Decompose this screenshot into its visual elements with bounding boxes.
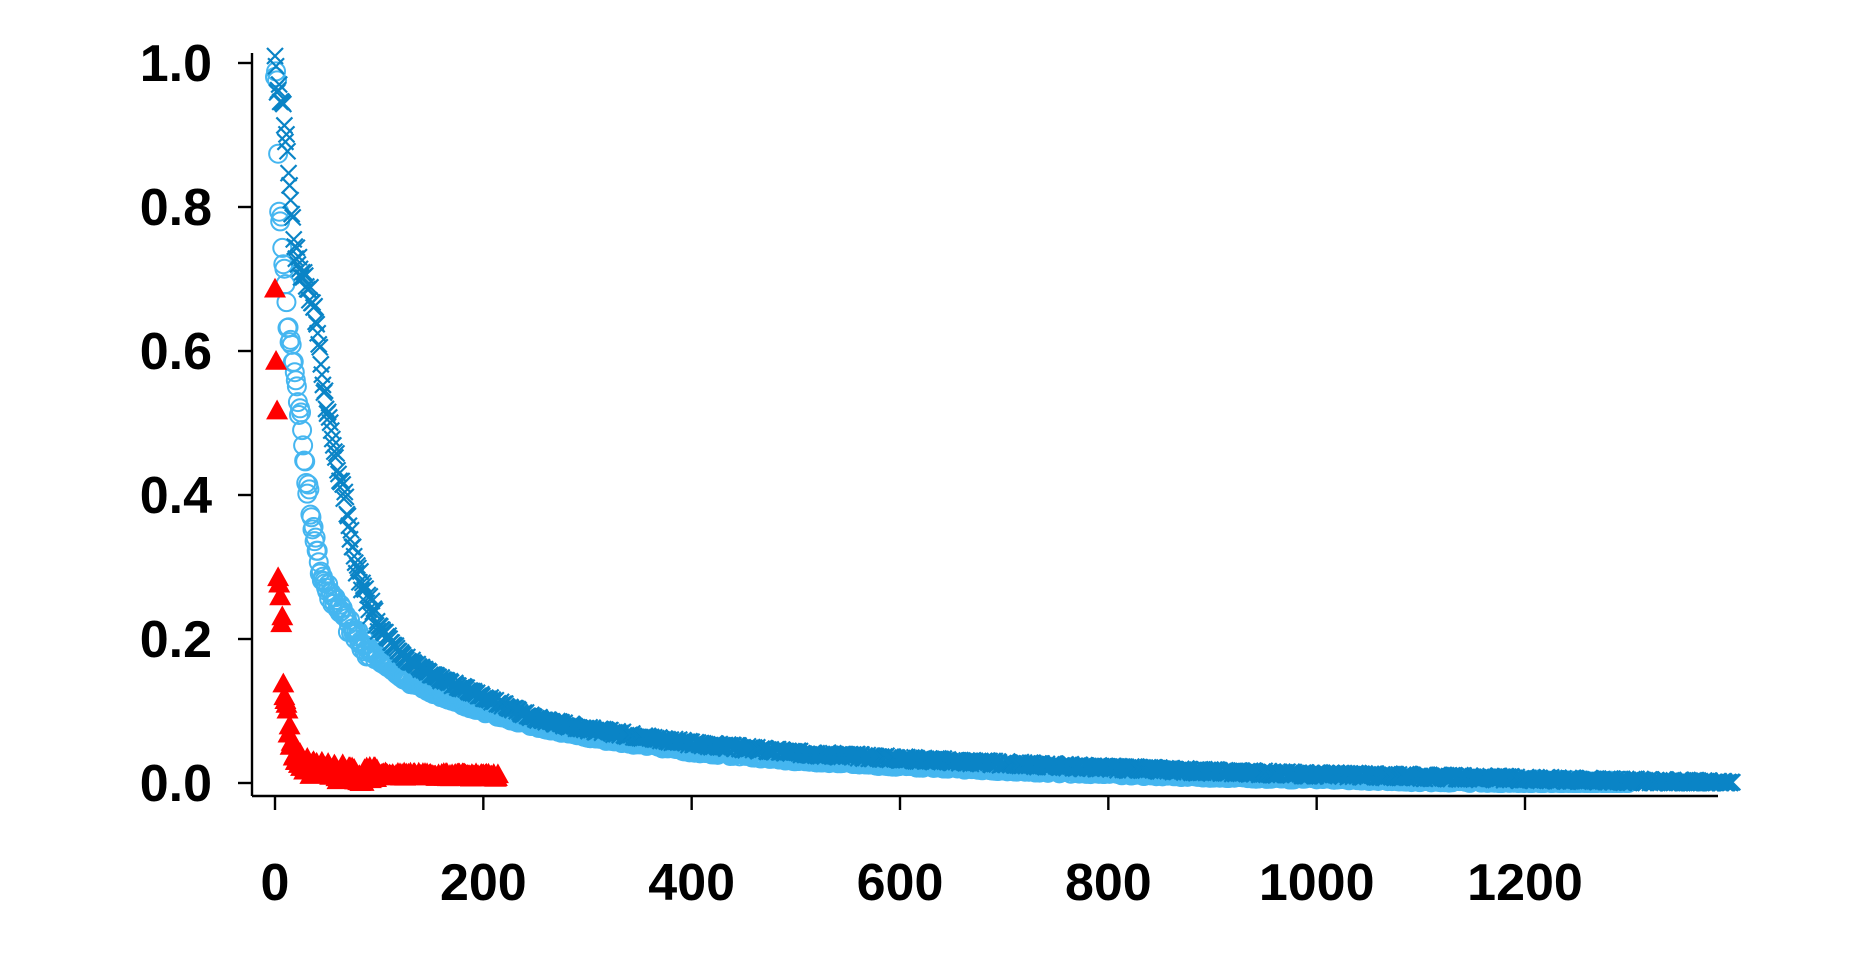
axes-layer	[250, 53, 1718, 798]
data-point	[301, 507, 322, 528]
data-point	[314, 376, 332, 394]
data-point	[269, 585, 292, 606]
data-point	[284, 362, 305, 383]
series-triangle	[264, 277, 509, 792]
data-point	[276, 698, 299, 719]
data-point	[266, 399, 289, 420]
data-point	[321, 413, 339, 432]
data-point	[327, 444, 346, 463]
x-tick-label: 1000	[1259, 854, 1375, 912]
data-point	[272, 672, 295, 693]
data-point	[337, 488, 355, 506]
data-point	[295, 451, 316, 472]
data-point	[274, 95, 293, 113]
x-tick-label: 1200	[1467, 854, 1583, 912]
data-point	[307, 540, 328, 561]
data-point	[345, 547, 363, 566]
data-point	[272, 237, 293, 258]
data-point	[270, 75, 288, 94]
series-cross	[266, 47, 1742, 792]
x-tick-label: 400	[648, 854, 735, 912]
x-tick-label: 0	[261, 854, 290, 912]
data-point	[340, 516, 358, 535]
data-point	[305, 527, 326, 548]
data-point	[286, 376, 307, 397]
data-point	[486, 763, 509, 784]
x-tick-label: 600	[857, 854, 944, 912]
y-tick-label: 0.2	[140, 611, 212, 669]
data-point	[278, 714, 301, 735]
data-point	[278, 142, 297, 161]
y-tick-label: 0.0	[140, 755, 212, 813]
y-tick-label: 1.0	[140, 35, 212, 93]
data-point	[342, 521, 360, 540]
data-point	[316, 381, 334, 400]
x-tick-label: 200	[440, 854, 527, 912]
data-point	[301, 278, 320, 297]
data-point	[281, 191, 300, 209]
data-point	[330, 594, 351, 615]
data-point	[336, 483, 354, 501]
data-point	[285, 370, 306, 391]
series-layer	[264, 47, 1742, 793]
data-point	[295, 263, 313, 282]
data-point	[361, 587, 379, 606]
data-point	[264, 277, 286, 298]
x-tick-label: 800	[1065, 854, 1152, 912]
data-point	[271, 605, 294, 626]
data-point	[267, 57, 285, 76]
data-point	[293, 435, 314, 456]
data-point	[299, 479, 320, 500]
data-point	[353, 574, 372, 592]
data-point	[303, 293, 322, 312]
data-point	[292, 420, 313, 441]
data-point	[319, 403, 337, 421]
data-point	[265, 349, 288, 370]
data-point	[303, 516, 324, 537]
data-point	[311, 338, 329, 357]
data-point	[288, 404, 309, 425]
data-point	[280, 176, 299, 195]
y-tick-label: 0.4	[140, 467, 212, 525]
data-point	[332, 472, 351, 490]
data-point	[1723, 773, 1742, 792]
y-tick-label: 0.6	[140, 323, 212, 381]
ticks-layer: 0 200 400 600 800 1000 1200 0.0 0.2 0.4 0.6 0.8 1.0	[140, 35, 1583, 912]
data-point	[328, 461, 347, 480]
data-point	[277, 125, 296, 144]
y-tick-label: 0.8	[140, 179, 212, 237]
data-point	[268, 143, 289, 164]
data-point	[366, 601, 384, 620]
data-point	[268, 572, 291, 593]
data-point	[309, 335, 328, 354]
data-point	[305, 297, 324, 316]
data-point	[276, 292, 297, 313]
data-point	[283, 208, 302, 227]
data-point	[282, 205, 301, 223]
